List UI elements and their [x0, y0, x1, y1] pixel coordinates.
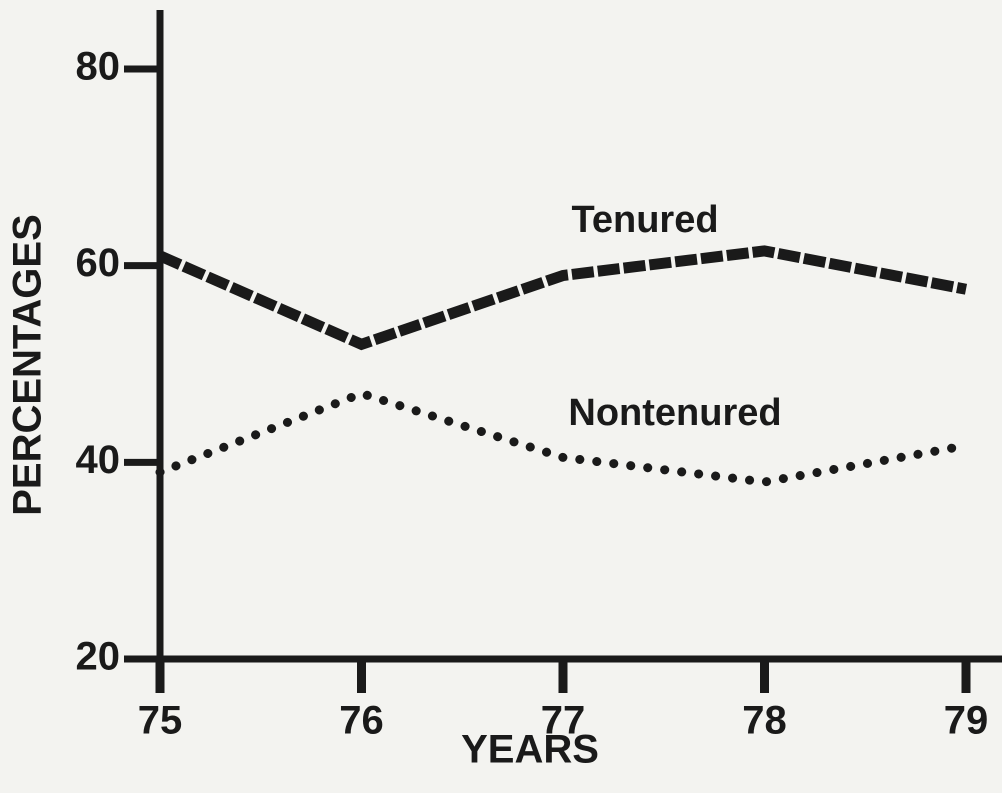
series-label: Tenured — [571, 199, 718, 241]
x-tick-label: 78 — [742, 699, 787, 743]
series-label: Nontenured — [568, 392, 781, 434]
x-axis-label: YEARS — [461, 728, 599, 772]
x-tick-label: 77 — [541, 699, 586, 743]
x-tick-label: 76 — [339, 699, 384, 743]
y-axis-label: PERCENTAGES — [6, 214, 50, 516]
series-line — [157, 245, 968, 351]
x-tick-label: 79 — [944, 699, 989, 743]
y-tick-label: 60 — [76, 241, 121, 285]
y-tick-label: 40 — [76, 438, 121, 482]
y-tick-label: 20 — [76, 635, 121, 679]
y-tick-label: 80 — [76, 45, 121, 89]
series-line — [155, 388, 971, 487]
x-tick-label: 75 — [138, 699, 183, 743]
